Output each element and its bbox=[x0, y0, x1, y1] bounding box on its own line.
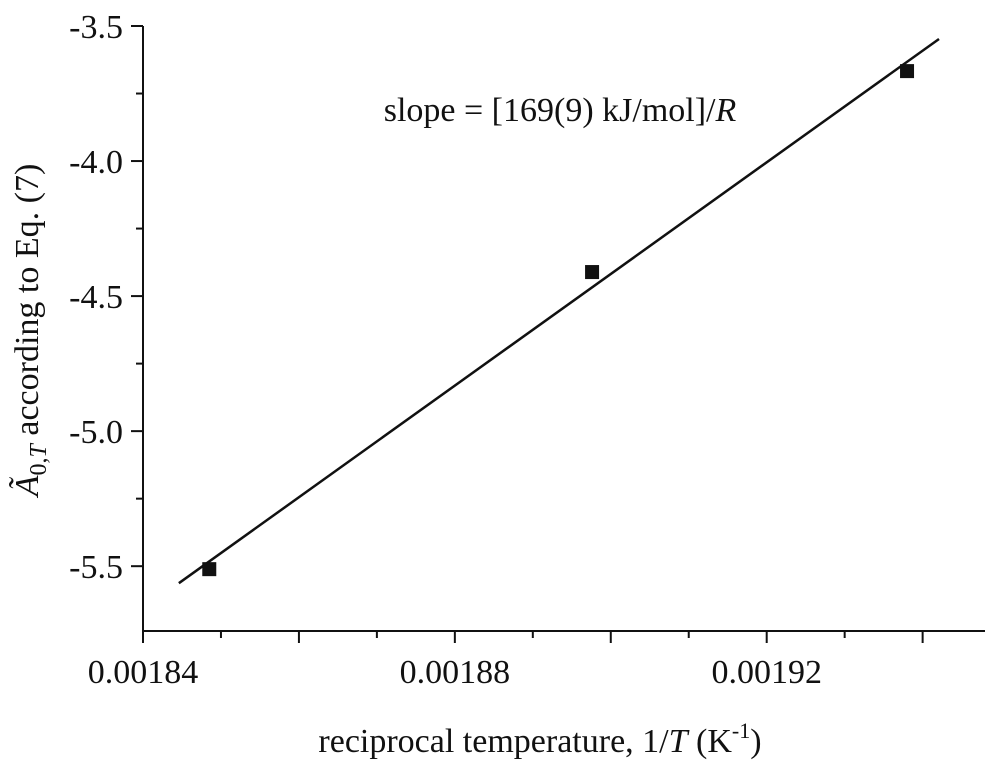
x-label-part: reciprocal temperature, 1/ bbox=[318, 723, 669, 760]
y-tick-label: -4.5 bbox=[69, 279, 123, 316]
y-label-part: Ã bbox=[9, 475, 46, 498]
annotation-text: slope = [169(9) kJ/mol]/ bbox=[384, 92, 716, 129]
y-tick-label: -4.0 bbox=[69, 144, 123, 181]
y-axis-label: Ã0,T according to Eq. (7) bbox=[9, 164, 52, 499]
annotation-italic: R bbox=[714, 92, 736, 129]
x-tick-label: 0.00184 bbox=[88, 654, 199, 691]
y-tick-label: -5.5 bbox=[69, 549, 123, 586]
y-tick-label: -3.5 bbox=[69, 9, 123, 46]
annotation: slope = [169(9) kJ/mol]/R bbox=[384, 92, 737, 129]
x-tick-label: 0.00192 bbox=[711, 654, 822, 691]
x-label-part: T bbox=[669, 723, 690, 760]
fit-line bbox=[178, 37, 940, 585]
y-label-part: according to Eq. (7) bbox=[9, 164, 46, 444]
x-tick-label: 0.00188 bbox=[400, 654, 511, 691]
x-axis-label: reciprocal temperature, 1/T (K-1) bbox=[318, 718, 761, 760]
x-label-part: ) bbox=[750, 723, 761, 760]
x-label-part: (K bbox=[688, 723, 733, 760]
data-point bbox=[900, 64, 915, 79]
data-point bbox=[202, 562, 217, 577]
y-label-part: 0, bbox=[26, 457, 52, 475]
y-tick-label: -5.0 bbox=[69, 414, 123, 451]
data-point bbox=[585, 265, 600, 280]
y-label-part: T bbox=[26, 442, 52, 457]
x-label-part: -1 bbox=[732, 718, 750, 743]
